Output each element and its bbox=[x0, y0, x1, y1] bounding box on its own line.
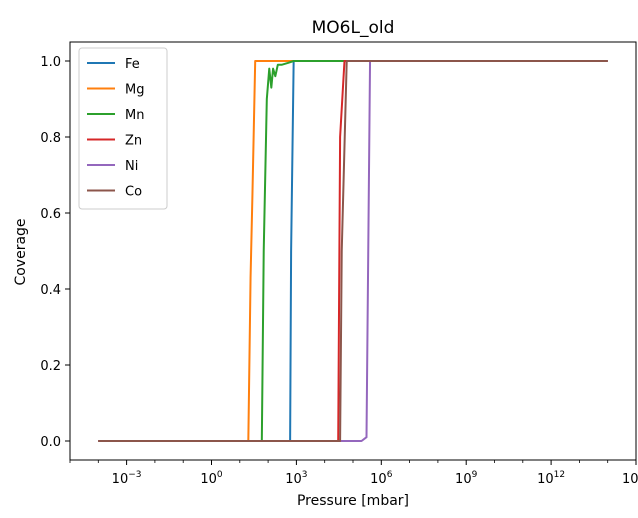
legend-label-zn: Zn bbox=[125, 134, 142, 149]
y-tick-label: 0.8 bbox=[40, 131, 61, 146]
x-tick-label: 109 bbox=[455, 470, 478, 487]
legend-label-ni: Ni bbox=[125, 159, 138, 174]
x-tick-label: 1012 bbox=[537, 470, 565, 487]
plot-area bbox=[98, 60, 608, 442]
series-line-ni bbox=[98, 60, 608, 442]
x-axis-label: Pressure [mbar] bbox=[297, 493, 409, 509]
x-tick-label: 103 bbox=[285, 470, 307, 487]
legend-label-co: Co bbox=[125, 185, 142, 200]
x-tick-label: 10−3 bbox=[112, 470, 142, 487]
y-tick-label: 0.0 bbox=[40, 435, 61, 450]
y-tick-label: 0.4 bbox=[40, 283, 61, 298]
series-line-zn bbox=[98, 60, 608, 442]
legend-label-fe: Fe bbox=[125, 57, 140, 72]
x-tick-label: 106 bbox=[370, 470, 393, 487]
y-tick-label: 0.2 bbox=[40, 359, 61, 374]
x-tick-label: 100 bbox=[200, 470, 223, 487]
legend: Fe Mg Mn Zn Ni Co bbox=[78, 47, 168, 210]
legend-label-mg: Mg bbox=[125, 83, 144, 98]
y-axis-label: Coverage bbox=[13, 218, 29, 285]
y-tick-label: 0.6 bbox=[40, 207, 61, 222]
series-line-mg bbox=[98, 60, 608, 442]
legend-box bbox=[78, 47, 168, 210]
x-tick-label: 1015 bbox=[622, 470, 638, 487]
y-tick-label: 1.0 bbox=[40, 55, 61, 70]
axes: 0.0 0.2 0.4 0.6 0.8 1.0 10−3 100 103 106 109 1012 10… bbox=[40, 41, 638, 487]
series-line-mn bbox=[98, 60, 608, 442]
series-line-co bbox=[98, 60, 608, 442]
legend-label-mn: Mn bbox=[125, 108, 144, 123]
series-line-fe bbox=[98, 60, 608, 442]
chart-title: MO6L_old bbox=[312, 18, 395, 38]
